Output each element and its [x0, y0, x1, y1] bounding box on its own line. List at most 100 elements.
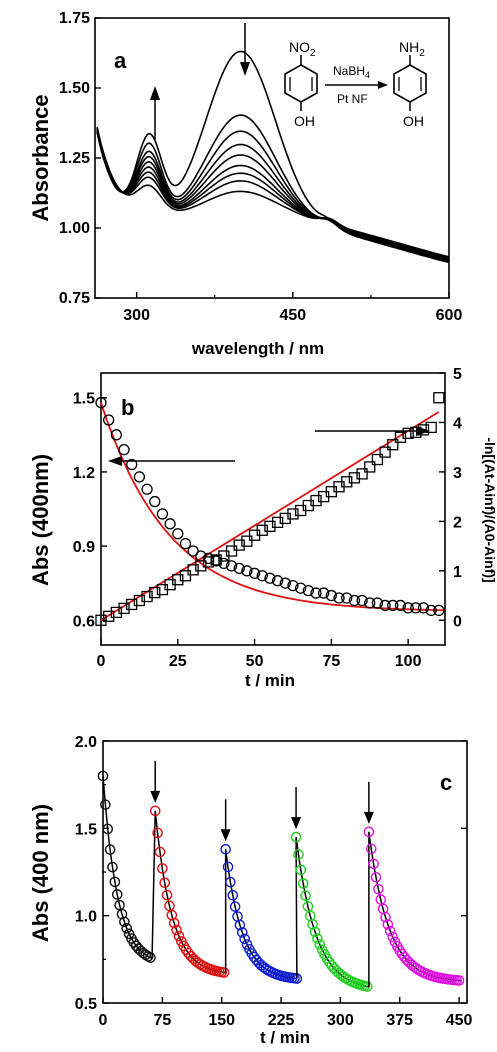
c-point	[382, 919, 394, 930]
reactant-group-label: NO2	[289, 39, 316, 59]
a-spectrum-line	[96, 127, 450, 259]
c-point	[107, 861, 118, 873]
b-point-circle	[294, 582, 307, 594]
panel-c-ylabel: Abs (400 nm)	[28, 804, 53, 942]
c-fit-line	[295, 837, 370, 988]
b-decay-fit	[100, 402, 446, 612]
b-point-square	[126, 598, 138, 611]
b-point-circle	[333, 592, 345, 604]
b-point-square	[202, 556, 215, 568]
c-xtick-label: 450	[446, 1012, 473, 1029]
c-point	[312, 933, 323, 944]
c-point	[100, 799, 111, 810]
b-point-circle	[425, 604, 437, 617]
reactant-oh-label: OH	[294, 113, 315, 129]
b-point-circle	[302, 584, 314, 597]
panel-b-ticks: 0 25 50 75 100 0.6 0.9 1.2 1.5 0 1 2 3 4 5	[73, 366, 462, 670]
c-point	[168, 917, 180, 929]
c-point	[116, 908, 128, 920]
b-point-circle	[156, 508, 169, 520]
product-group-label: NH2	[399, 39, 425, 59]
b-ytick-left-label: 0.6	[73, 613, 95, 630]
c-point	[218, 967, 230, 978]
panel-a-up-arrow	[150, 86, 160, 140]
b-point-circle	[410, 602, 422, 614]
panel-c-xlabel: t / min	[260, 1028, 310, 1047]
b-point-square	[287, 508, 299, 520]
c-point	[225, 876, 236, 888]
b-point-circle	[310, 587, 322, 599]
panel-c-frame	[102, 740, 468, 1004]
b-ytick-left-label: 1.5	[73, 391, 95, 408]
a-ytick-label: 1.50	[59, 80, 90, 97]
c-point	[161, 889, 173, 901]
c-point	[229, 901, 241, 912]
panel-c-ticks: 0 75 150 225 300 375 450 0.5 1.0 1.5 2.0	[75, 734, 473, 1029]
b-point-square	[179, 570, 192, 582]
b-point-circle	[402, 602, 414, 614]
b-point-circle	[379, 599, 391, 612]
c-point	[300, 890, 311, 901]
c-point	[234, 919, 246, 931]
b-point-square	[341, 476, 353, 488]
c-point	[309, 926, 321, 938]
c-point	[154, 846, 166, 858]
b-ytick-right-label: 0	[453, 613, 462, 630]
reaction-arrow: NaBH4 Pt NF	[325, 64, 388, 106]
b-point-circle	[264, 572, 276, 584]
c-point	[384, 925, 396, 937]
c-point	[365, 843, 377, 855]
c-point	[373, 883, 384, 895]
c-ytick-label: 1.5	[75, 821, 97, 838]
b-point-circle	[164, 518, 176, 530]
c-point	[111, 889, 123, 900]
reagent-bottom-label: Pt NF	[337, 92, 368, 106]
b-point-square	[195, 560, 207, 572]
c-point	[145, 952, 156, 963]
b-point-circle	[110, 429, 123, 441]
c-point	[293, 849, 304, 860]
b-point-circle	[279, 577, 291, 589]
c-xtick-label: 0	[99, 1012, 108, 1029]
b-point-circle	[172, 528, 184, 540]
c-point	[220, 843, 231, 855]
a-xtick-label: 450	[279, 307, 306, 324]
reagent-top-label: NaBH4	[333, 64, 370, 80]
b-xtick-label: 25	[169, 653, 187, 670]
b-point-circle	[371, 597, 384, 609]
c-arrow-head	[291, 817, 302, 830]
c-xtick-label: 75	[153, 1012, 171, 1029]
panel-b-left-arrow	[108, 456, 235, 466]
b-xtick-label: 100	[395, 653, 422, 670]
c-arrow-head	[150, 790, 161, 803]
a-spectrum-line	[96, 114, 450, 263]
b-point-square	[402, 427, 414, 439]
c-xtick-label: 150	[208, 1012, 235, 1029]
b-point-square	[95, 614, 107, 626]
c-point	[97, 770, 109, 782]
b-point-circle	[287, 580, 299, 592]
a-ytick-label: 1.25	[59, 150, 90, 167]
b-point-square	[264, 520, 276, 532]
b-point-circle	[271, 575, 284, 587]
b-ytick-left-label: 0.9	[73, 539, 95, 556]
b-point-circle	[387, 599, 399, 612]
c-point	[370, 871, 382, 883]
product-molecule: NH2 OH	[393, 39, 427, 129]
b-point-square	[371, 453, 384, 466]
panel-b-letter: b	[121, 395, 134, 420]
c-point	[152, 827, 163, 839]
b-point-circle	[118, 444, 130, 456]
b-point-square	[110, 606, 123, 619]
b-point-square	[387, 439, 399, 451]
b-point-circle	[248, 567, 261, 579]
c-point	[302, 901, 314, 912]
panel-b-ylabel-left: Abs (400nm)	[28, 454, 53, 586]
b-point-circle	[141, 483, 153, 495]
c-point	[173, 930, 185, 942]
b-point-square	[133, 594, 146, 607]
c-point	[121, 923, 133, 934]
b-ytick-left-label: 1.2	[73, 465, 95, 482]
b-point-square	[433, 392, 445, 404]
panel-c-cycles	[97, 770, 465, 992]
